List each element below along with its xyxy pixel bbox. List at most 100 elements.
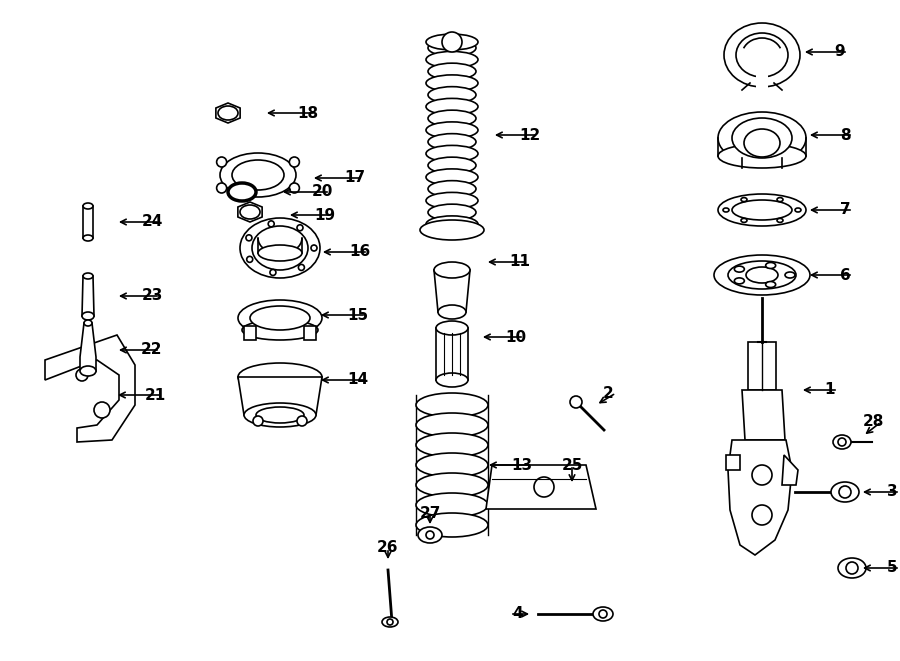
Ellipse shape <box>428 204 476 221</box>
Text: 6: 6 <box>840 268 850 282</box>
Ellipse shape <box>718 112 806 164</box>
Ellipse shape <box>416 453 488 477</box>
Polygon shape <box>80 323 96 371</box>
Circle shape <box>297 416 307 426</box>
Circle shape <box>442 32 462 52</box>
Ellipse shape <box>416 473 488 497</box>
Ellipse shape <box>416 433 488 457</box>
Circle shape <box>297 225 303 231</box>
Ellipse shape <box>426 75 478 91</box>
Ellipse shape <box>741 198 747 202</box>
Ellipse shape <box>416 493 488 517</box>
Ellipse shape <box>220 153 296 197</box>
Text: 24: 24 <box>141 215 163 229</box>
Ellipse shape <box>83 273 93 279</box>
Ellipse shape <box>724 23 800 87</box>
Ellipse shape <box>766 282 776 288</box>
Text: 21: 21 <box>144 387 166 403</box>
Ellipse shape <box>428 87 476 103</box>
Polygon shape <box>216 103 240 123</box>
Ellipse shape <box>240 205 260 219</box>
Text: 10: 10 <box>506 329 526 344</box>
Ellipse shape <box>734 266 744 272</box>
Ellipse shape <box>416 513 488 537</box>
Text: 27: 27 <box>419 506 441 520</box>
Ellipse shape <box>82 312 94 320</box>
Text: 23: 23 <box>141 288 163 303</box>
Ellipse shape <box>240 218 320 278</box>
Text: 5: 5 <box>886 561 897 576</box>
Circle shape <box>752 505 772 525</box>
Circle shape <box>599 610 607 618</box>
Text: 1: 1 <box>824 383 835 397</box>
Ellipse shape <box>428 157 476 174</box>
Ellipse shape <box>728 261 796 289</box>
Circle shape <box>290 183 300 193</box>
Circle shape <box>534 477 554 497</box>
Ellipse shape <box>734 278 744 284</box>
Ellipse shape <box>416 393 488 417</box>
Text: 3: 3 <box>886 485 897 500</box>
Circle shape <box>247 256 253 262</box>
Polygon shape <box>238 202 262 222</box>
Ellipse shape <box>838 558 866 578</box>
Ellipse shape <box>732 200 792 220</box>
Text: 14: 14 <box>347 373 369 387</box>
Ellipse shape <box>426 216 478 233</box>
Circle shape <box>387 619 393 625</box>
Ellipse shape <box>426 122 478 138</box>
Circle shape <box>270 270 276 276</box>
Ellipse shape <box>83 203 93 209</box>
Ellipse shape <box>714 255 810 295</box>
Ellipse shape <box>426 34 478 50</box>
Ellipse shape <box>244 403 316 427</box>
Text: 7: 7 <box>840 202 850 217</box>
Text: 26: 26 <box>377 541 399 555</box>
Text: 12: 12 <box>519 128 541 143</box>
Polygon shape <box>45 335 135 442</box>
Polygon shape <box>782 455 798 485</box>
Ellipse shape <box>242 320 318 340</box>
Ellipse shape <box>718 144 806 168</box>
Ellipse shape <box>426 192 478 209</box>
Ellipse shape <box>232 160 284 190</box>
Polygon shape <box>486 465 596 509</box>
Ellipse shape <box>416 413 488 437</box>
Ellipse shape <box>420 220 484 240</box>
Ellipse shape <box>744 129 780 157</box>
Text: 2: 2 <box>603 385 614 401</box>
Circle shape <box>217 157 227 167</box>
Ellipse shape <box>258 245 302 261</box>
Ellipse shape <box>766 262 776 268</box>
Text: 28: 28 <box>862 414 884 430</box>
Ellipse shape <box>785 272 795 278</box>
Circle shape <box>311 245 317 251</box>
Ellipse shape <box>238 300 322 336</box>
Text: 16: 16 <box>349 245 371 260</box>
Ellipse shape <box>250 306 310 330</box>
Ellipse shape <box>426 145 478 162</box>
Circle shape <box>426 531 434 539</box>
Ellipse shape <box>434 262 470 278</box>
Ellipse shape <box>777 198 783 202</box>
Polygon shape <box>238 377 322 415</box>
Ellipse shape <box>833 435 851 449</box>
Polygon shape <box>434 270 470 312</box>
Circle shape <box>94 402 110 418</box>
Ellipse shape <box>741 218 747 222</box>
Text: 19: 19 <box>314 208 336 223</box>
Text: 4: 4 <box>513 607 523 621</box>
Polygon shape <box>436 328 468 380</box>
Polygon shape <box>748 342 776 390</box>
Text: 13: 13 <box>511 457 533 473</box>
Polygon shape <box>244 326 256 340</box>
Text: 17: 17 <box>345 171 365 186</box>
Circle shape <box>570 396 582 408</box>
Text: 25: 25 <box>562 457 582 473</box>
Circle shape <box>217 183 227 193</box>
Ellipse shape <box>593 607 613 621</box>
Ellipse shape <box>428 180 476 197</box>
Ellipse shape <box>426 98 478 115</box>
Circle shape <box>846 562 858 574</box>
Polygon shape <box>304 326 316 340</box>
